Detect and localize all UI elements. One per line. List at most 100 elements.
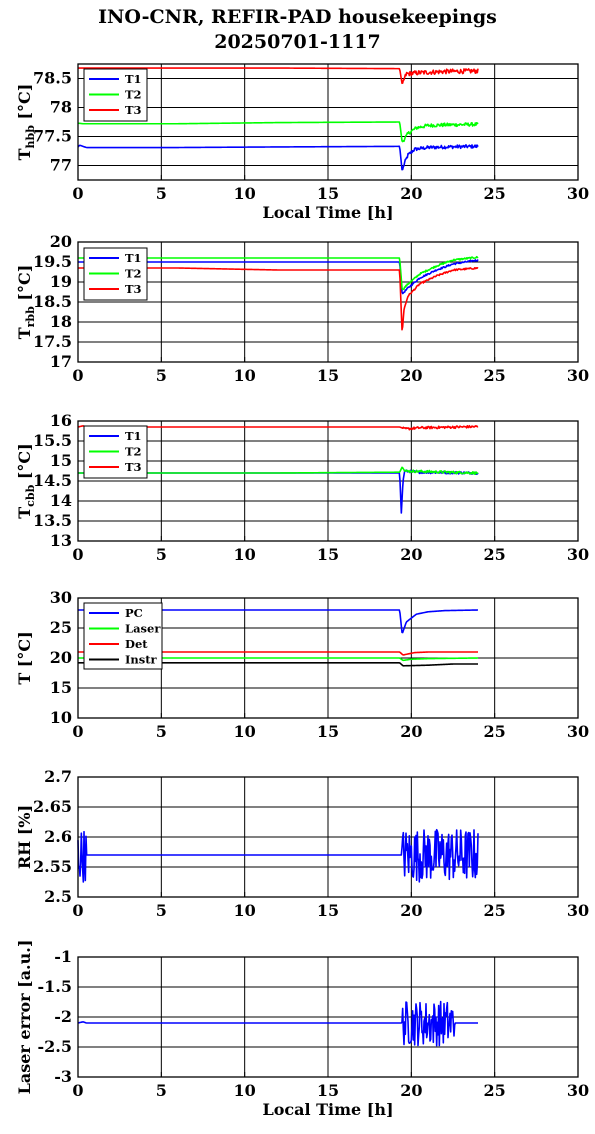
y-tick-label: 17.5 <box>33 332 72 351</box>
y-tick-label: 2.7 <box>44 767 72 786</box>
legend-entry: T1 <box>125 72 142 86</box>
y-tick-label: 19.5 <box>33 252 72 271</box>
x-tick-label: 20 <box>400 722 422 741</box>
panel-5: 0 5 10 15 20 25 30 2.5 2.55 2.6 2.65 2.7 RH [%] <box>15 767 589 920</box>
y-tick-label: 2.6 <box>44 827 72 846</box>
y-tick-label: 2.55 <box>33 857 72 876</box>
y-tick-label: 13 <box>50 531 72 550</box>
legend-entry: T3 <box>125 103 142 117</box>
y-tick-label: 16 <box>50 411 72 430</box>
y-axis-label: Trbb [°C] <box>15 265 37 340</box>
y-axis-label: RH [%] <box>15 805 34 869</box>
x-tick-label: 25 <box>484 366 506 385</box>
y-tick-label: 15 <box>50 678 72 697</box>
y-tick-label: 10 <box>50 708 72 727</box>
x-tick-label: 5 <box>156 545 167 564</box>
series-line-value <box>77 828 479 883</box>
y-tick-label: 14.5 <box>33 471 72 490</box>
legend-entry: T3 <box>125 282 142 296</box>
x-tick-label: 5 <box>156 1081 167 1100</box>
x-tick-label: 0 <box>72 1081 83 1100</box>
x-axis-label: Local Time [h] <box>262 203 393 222</box>
legend-entry: PC <box>125 606 143 620</box>
x-tick-label: 5 <box>156 366 167 385</box>
x-tick-label: 5 <box>156 722 167 741</box>
y-tick-label: 14 <box>50 491 72 510</box>
y-tick-label: -1.5 <box>38 977 72 996</box>
y-axis-label: Thbb [°C] <box>15 84 37 161</box>
x-tick-label: 30 <box>567 722 589 741</box>
x-tick-label: 15 <box>317 901 339 920</box>
series-line-value <box>77 1000 479 1047</box>
y-axis-label: Tcbb [°C] <box>15 443 37 518</box>
chart-title-line1: INO-CNR, REFIR-PAD housekeepings <box>98 6 497 28</box>
panel-6: 0 5 10 15 20 25 30 -3 -2.5 -2 -1.5 -1 Laser error [a… <box>15 940 589 1119</box>
x-tick-label: 25 <box>484 901 506 920</box>
legend-entry: Det <box>125 637 148 651</box>
x-tick-label: 25 <box>484 1081 506 1100</box>
y-tick-label: -3 <box>54 1067 72 1086</box>
x-tick-label: 15 <box>317 545 339 564</box>
x-tick-label: 25 <box>484 722 506 741</box>
y-tick-label: 77 <box>50 156 72 175</box>
y-tick-label: 19 <box>50 272 72 291</box>
x-tick-label: 30 <box>567 901 589 920</box>
legend-entry: T2 <box>125 88 142 102</box>
x-tick-label: 0 <box>72 366 83 385</box>
y-tick-label: 18.5 <box>33 292 72 311</box>
x-tick-label: 10 <box>234 184 256 203</box>
x-tick-label: 10 <box>234 722 256 741</box>
y-tick-label: 30 <box>50 588 72 607</box>
x-tick-label: 0 <box>72 901 83 920</box>
x-tick-label: 20 <box>400 901 422 920</box>
y-tick-label: 78.5 <box>33 69 72 88</box>
x-tick-label: 0 <box>72 184 83 203</box>
y-tick-label: 2.65 <box>33 797 72 816</box>
y-tick-label: 78 <box>50 98 72 117</box>
x-tick-label: 0 <box>72 722 83 741</box>
x-tick-label: 10 <box>234 1081 256 1100</box>
x-tick-label: 15 <box>317 366 339 385</box>
x-tick-label: 10 <box>234 901 256 920</box>
x-tick-label: 30 <box>567 366 589 385</box>
y-tick-label: 13.5 <box>33 511 72 530</box>
x-tick-label: 30 <box>567 184 589 203</box>
legend-entry: Laser <box>125 622 161 636</box>
y-tick-label: 18 <box>50 312 72 331</box>
y-tick-label: 25 <box>50 618 72 637</box>
series-line-t2 <box>77 121 479 143</box>
x-tick-label: 20 <box>400 545 422 564</box>
x-tick-label: 15 <box>317 722 339 741</box>
x-tick-label: 5 <box>156 184 167 203</box>
x-tick-label: 15 <box>317 184 339 203</box>
y-tick-label: 15 <box>50 451 72 470</box>
legend-entry: T3 <box>125 460 142 474</box>
x-tick-label: 15 <box>317 1081 339 1100</box>
y-axis-label: Laser error [a.u.] <box>15 940 34 1095</box>
x-tick-label: 10 <box>234 545 256 564</box>
chart-title-line2: 20250701-1117 <box>214 31 381 53</box>
y-tick-label: -2 <box>54 1007 72 1026</box>
y-tick-label: 15.5 <box>33 431 72 450</box>
y-tick-label: -2.5 <box>38 1037 72 1056</box>
y-tick-label: 77.5 <box>33 127 72 146</box>
x-tick-label: 25 <box>484 545 506 564</box>
x-tick-label: 5 <box>156 901 167 920</box>
y-tick-label: 20 <box>50 648 72 667</box>
x-tick-label: 30 <box>567 545 589 564</box>
x-tick-label: 20 <box>400 366 422 385</box>
legend-entry: Instr <box>125 653 158 667</box>
y-tick-label: -1 <box>54 947 72 966</box>
series-line-t1 <box>77 144 479 171</box>
y-axis-label: T [°C] <box>15 631 34 684</box>
legend-entry: T1 <box>125 429 142 443</box>
y-tick-label: 17 <box>50 352 72 371</box>
x-axis-label: Local Time [h] <box>262 1100 393 1119</box>
